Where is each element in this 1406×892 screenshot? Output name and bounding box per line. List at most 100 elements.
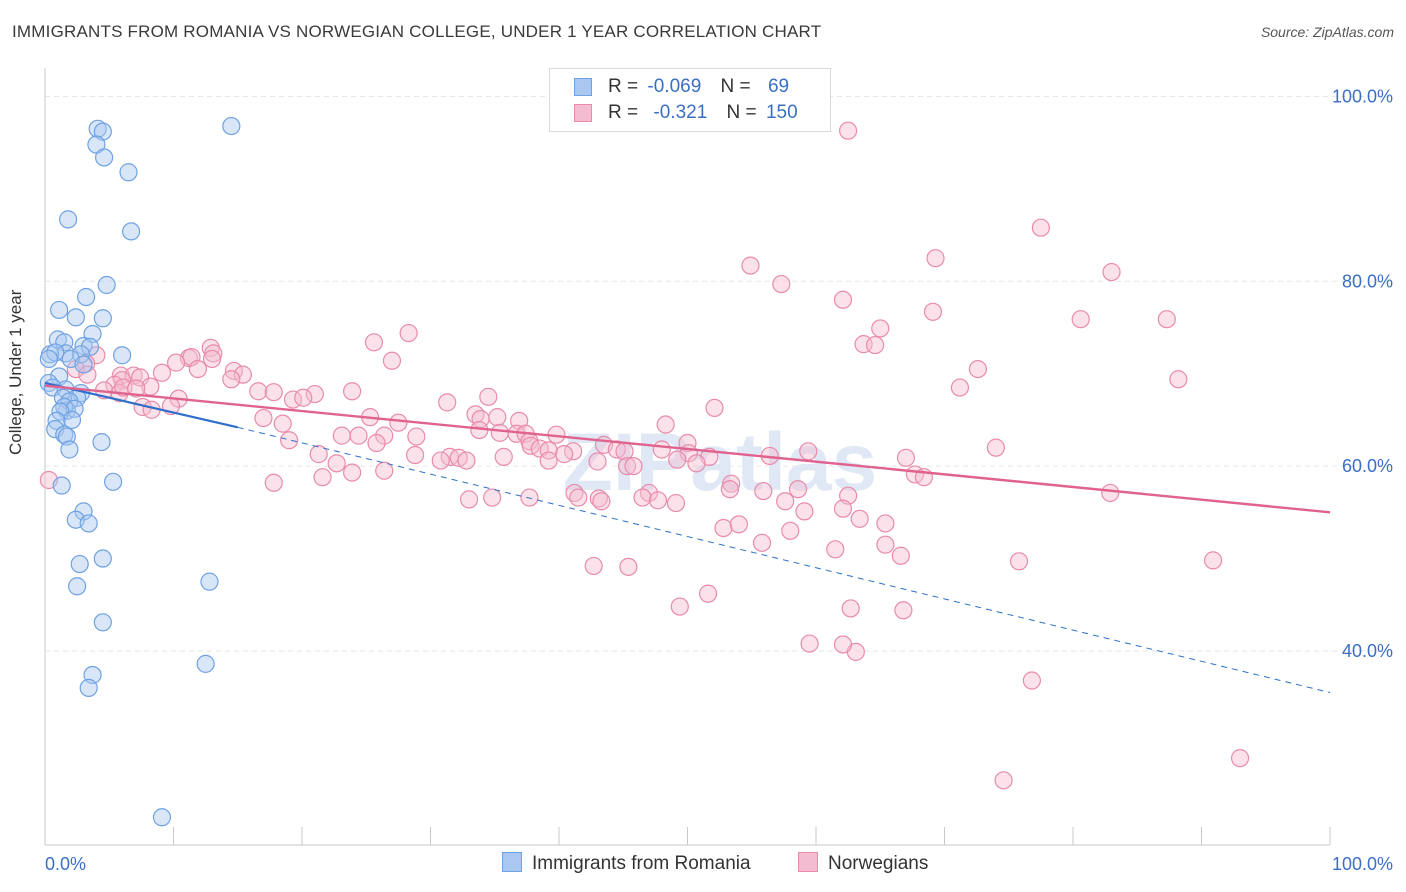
romania-point (88, 119, 107, 138)
source-label: Source: ZipAtlas.com (1260, 24, 1394, 40)
norwegians-point (375, 426, 394, 445)
norwegians-point (152, 363, 172, 382)
norwegians-point (729, 515, 749, 534)
romania-trend-line (44, 381, 238, 429)
norwegians-point (687, 454, 706, 473)
norwegians-point (1230, 749, 1250, 768)
norwegians-point (588, 452, 607, 471)
romania-point (77, 287, 96, 307)
norwegians-point (313, 468, 332, 487)
romania-point (68, 577, 87, 596)
romania-point (104, 472, 123, 491)
norwegians-point (666, 493, 686, 513)
legend-r-label: R = (608, 76, 639, 97)
norwegians-point (273, 414, 292, 433)
norwegians-point (839, 121, 858, 140)
norwegians-point (589, 489, 608, 508)
norwegians-point (1102, 262, 1121, 282)
romania-point (196, 654, 215, 673)
norwegians-point (618, 457, 637, 476)
norwegians-point (754, 481, 773, 501)
norwegians-point (923, 302, 943, 321)
romania-point (66, 308, 85, 327)
norwegians-point (367, 433, 386, 453)
norwegians-point (670, 597, 689, 616)
x-tick-label-start: 0.0% (45, 854, 86, 874)
romania-point (79, 678, 98, 698)
norwegians-point (1071, 310, 1090, 329)
norwegians-point (264, 473, 283, 492)
norwegians-point (795, 502, 814, 521)
norwegians-point (483, 488, 502, 507)
romania-points (39, 116, 241, 827)
romania-point (93, 549, 112, 568)
norwegians-trend-line (44, 384, 1331, 514)
legend-item-romania: Immigrants from Romania (502, 852, 751, 875)
norwegians-point (1101, 483, 1120, 503)
norwegians-point (994, 771, 1013, 790)
stats-legend: R = -0.069 N = 69 R = -0.321 N = 150 (549, 68, 831, 132)
norwegians-point (389, 413, 408, 432)
romania-point (97, 275, 116, 295)
norwegians-point (876, 535, 895, 554)
norwegians-point (479, 387, 498, 406)
norwegians-point (555, 445, 574, 464)
romania-point (119, 163, 138, 182)
norwegians-point (438, 393, 457, 412)
norwegians-point (624, 457, 643, 476)
axes (44, 68, 1331, 846)
gridlines (45, 95, 1395, 652)
norwegians-point (850, 509, 869, 528)
norwegians-point (399, 323, 418, 343)
romania-point (39, 349, 58, 369)
norwegians-point (1009, 552, 1029, 571)
norwegians-point (254, 408, 273, 428)
norwegians-point (494, 447, 513, 466)
norwegians-point (1203, 551, 1223, 570)
romania-point (121, 222, 141, 241)
norwegians-point (741, 256, 760, 275)
romania-point (46, 343, 65, 362)
norwegians-point (1169, 370, 1188, 389)
romania-point (59, 210, 78, 229)
romania-trend-extension (237, 426, 1331, 694)
romania-point (52, 476, 71, 495)
romania-point (50, 300, 69, 320)
norwegians-point (249, 382, 268, 401)
norwegians-point (772, 274, 791, 294)
legend-n-label: N = (720, 76, 751, 97)
legend-swatch-norwegians (798, 852, 818, 872)
legend-swatch-blue (574, 78, 592, 96)
legend-r-value: -0.321 (653, 102, 708, 123)
norwegians-point (619, 557, 638, 576)
norwegians-point (78, 365, 97, 384)
romania-point (70, 554, 89, 574)
romania-point (112, 346, 132, 365)
norwegians-point (364, 333, 384, 352)
norwegians-point (264, 383, 283, 402)
romania-point (62, 410, 82, 430)
legend-r-value: -0.069 (647, 76, 702, 97)
y-tick-label: 100.0% (1332, 86, 1393, 106)
norwegians-point (652, 440, 671, 459)
norwegians-point (841, 599, 860, 618)
romania-point (200, 572, 219, 591)
legend-n-label: N = (726, 102, 757, 123)
norwegians-point (569, 488, 588, 507)
norwegians-point (968, 359, 988, 379)
norwegians-point (407, 427, 426, 446)
norwegians-point (891, 546, 910, 565)
norwegians-point (1031, 218, 1050, 237)
norwegians-point (405, 445, 425, 465)
legend-label-norwegians: Norwegians (828, 853, 929, 874)
norwegians-point (488, 408, 507, 427)
norwegians-point (431, 451, 450, 470)
norwegians-point (668, 450, 687, 469)
romania-point (74, 355, 93, 374)
y-tick-label: 40.0% (1342, 641, 1393, 661)
trend-lines (44, 381, 1331, 694)
norwegians-point (833, 290, 853, 309)
y-tick-label: 80.0% (1342, 271, 1393, 291)
norwegians-point (130, 368, 150, 387)
